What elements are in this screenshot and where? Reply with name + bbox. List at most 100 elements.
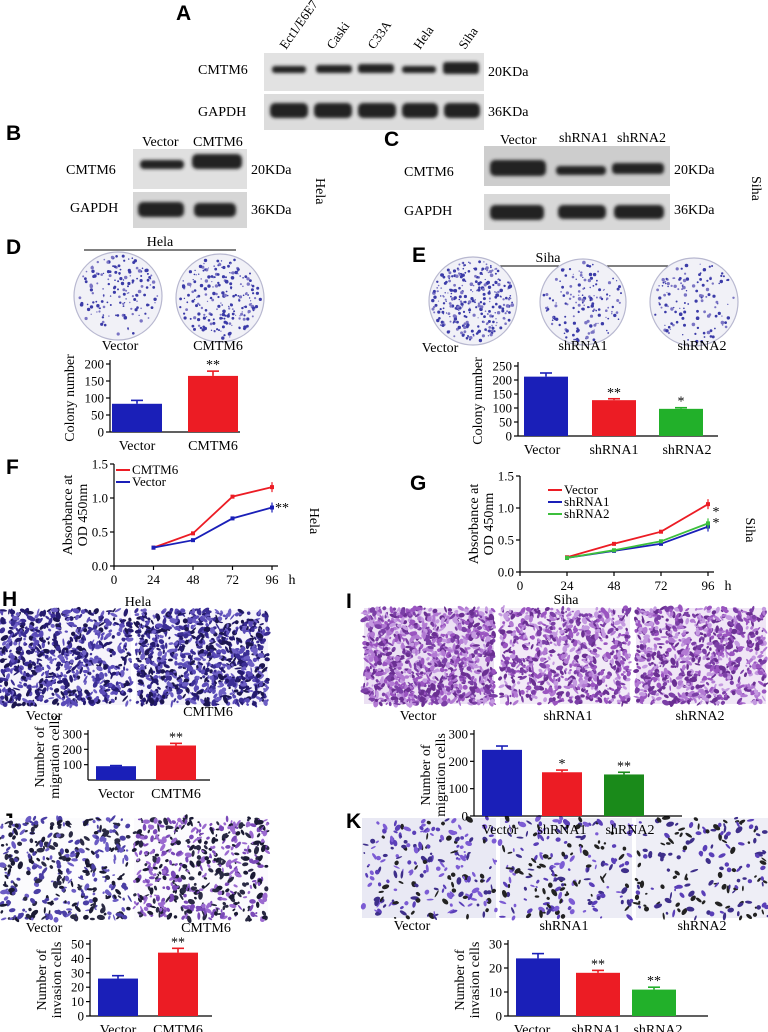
colony-dot bbox=[207, 267, 210, 269]
colony-dot bbox=[243, 306, 245, 308]
colony-dot bbox=[576, 328, 580, 332]
colony-dot bbox=[127, 292, 130, 294]
colony-dot bbox=[196, 296, 198, 298]
cell-stain bbox=[200, 698, 206, 705]
colony-dot bbox=[472, 291, 474, 293]
cell-stain bbox=[76, 685, 82, 692]
cell-stain bbox=[69, 674, 73, 683]
panel-d-group-label: Hela bbox=[147, 235, 174, 250]
colony-dot bbox=[122, 288, 126, 292]
colony-dot bbox=[127, 281, 131, 286]
cell-stain bbox=[30, 702, 34, 706]
colony-dot bbox=[499, 288, 504, 293]
cell-stain bbox=[55, 692, 62, 700]
cell-stain bbox=[57, 654, 62, 658]
colony-dot bbox=[187, 282, 191, 286]
colony-dot bbox=[675, 267, 679, 271]
colony-dot bbox=[220, 330, 222, 332]
cell-stain bbox=[22, 672, 27, 677]
cell-stain bbox=[30, 628, 33, 632]
colony-dot bbox=[577, 310, 580, 313]
blot-a-band bbox=[444, 103, 480, 118]
cell-stain bbox=[2, 641, 7, 646]
colony-dot bbox=[589, 286, 591, 289]
cell-stain bbox=[0, 699, 3, 704]
cell-stain bbox=[164, 672, 171, 678]
colony-dot bbox=[440, 287, 443, 289]
colony-dot bbox=[229, 263, 232, 265]
colony-dot bbox=[247, 311, 250, 314]
colony-dot bbox=[445, 280, 448, 284]
colony-dot bbox=[721, 272, 724, 275]
cell-stain bbox=[157, 650, 163, 657]
colony-dot bbox=[595, 309, 597, 312]
cell-stain bbox=[226, 695, 231, 698]
cell-stain bbox=[13, 670, 21, 676]
colony-dot bbox=[453, 335, 456, 338]
cell-stain bbox=[39, 651, 45, 655]
colony-dot bbox=[438, 317, 441, 320]
cell-stain bbox=[103, 664, 107, 669]
colony-dot bbox=[440, 320, 444, 324]
colony-dot bbox=[607, 306, 610, 309]
cell-stain bbox=[60, 690, 65, 697]
cell-stain bbox=[243, 689, 249, 693]
cell-stain bbox=[231, 689, 235, 695]
cell-stain bbox=[108, 629, 113, 633]
cell-stain bbox=[5, 667, 11, 672]
cell-stain bbox=[156, 613, 160, 622]
colony-dot bbox=[506, 310, 509, 313]
cell-stain bbox=[124, 681, 130, 687]
colony-dot bbox=[250, 288, 254, 292]
cell-stain bbox=[46, 685, 49, 691]
colony-dot bbox=[572, 295, 575, 298]
colony-dot bbox=[664, 303, 668, 307]
colony-dot bbox=[561, 285, 564, 289]
cell-stain bbox=[0, 688, 2, 694]
blot-a-band bbox=[358, 103, 396, 118]
cell-stain bbox=[89, 659, 93, 663]
colony-dot bbox=[148, 276, 152, 279]
colony-dot bbox=[701, 283, 705, 287]
colony-dot bbox=[216, 308, 218, 311]
cell-stain bbox=[10, 654, 16, 660]
colony-dot bbox=[706, 314, 711, 318]
colony-dot bbox=[680, 282, 683, 285]
cell-stain bbox=[137, 659, 142, 663]
blot-b-size-label: 20KDa bbox=[251, 163, 292, 178]
cell-stain bbox=[51, 671, 57, 677]
cell-stain bbox=[11, 634, 18, 638]
cell-stain bbox=[33, 666, 37, 669]
cell-stain bbox=[121, 689, 124, 694]
colony-dot bbox=[491, 315, 494, 318]
cell-stain bbox=[571, 610, 575, 613]
colony-dot bbox=[146, 303, 149, 307]
colony-dot bbox=[106, 260, 109, 263]
colony-dot bbox=[453, 296, 457, 300]
colony-dot bbox=[143, 293, 147, 297]
colony-dot bbox=[683, 323, 686, 327]
colony-dot bbox=[231, 316, 235, 320]
cell-stain bbox=[118, 642, 122, 646]
cell-stain bbox=[67, 639, 72, 645]
colony-dot bbox=[217, 304, 221, 308]
colony-dot bbox=[95, 272, 98, 275]
colony-dot bbox=[249, 272, 251, 275]
colony-dot bbox=[468, 311, 471, 314]
colony-dot bbox=[464, 271, 467, 274]
cell-stain bbox=[15, 646, 23, 652]
colony-dot bbox=[476, 332, 479, 334]
colony-dot bbox=[129, 301, 131, 304]
cell-stain bbox=[56, 680, 64, 684]
colony-dot bbox=[702, 268, 707, 272]
colony-dot bbox=[214, 284, 219, 288]
colony-dot bbox=[198, 273, 200, 275]
panel-e-dish-label: shRNA1 bbox=[558, 339, 607, 354]
cell-stain bbox=[79, 629, 82, 634]
colony-dot bbox=[593, 308, 596, 311]
colony-dot bbox=[218, 262, 221, 265]
cell-stain bbox=[7, 629, 13, 635]
colony-dot bbox=[592, 285, 595, 287]
colony-dot bbox=[461, 306, 464, 308]
colony-dot bbox=[494, 312, 496, 314]
